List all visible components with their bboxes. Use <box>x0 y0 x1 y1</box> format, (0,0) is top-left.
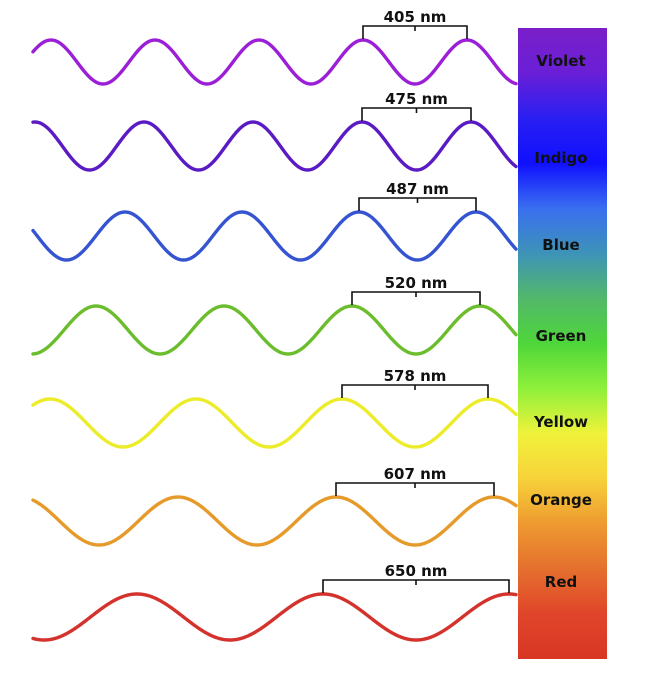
wavelength-bracket-indigo <box>361 107 472 121</box>
color-label-blue: Blue <box>542 236 579 254</box>
wavelength-label-orange: 607 nm <box>384 465 447 483</box>
waves-layer: 405 nm Violet 475 nm Indigo 487 nm Blue … <box>31 8 592 642</box>
color-label-green: Green <box>536 327 587 345</box>
wavelength-bracket-yellow <box>341 384 489 398</box>
wave-green <box>31 304 518 356</box>
wavelength-label-blue: 487 nm <box>386 180 449 198</box>
wavelength-bracket-blue <box>358 197 477 211</box>
spectrum-bar <box>518 28 607 659</box>
wavelength-label-red: 650 nm <box>385 562 448 580</box>
wave-row-yellow: 578 nm Yellow <box>31 367 588 449</box>
wave-row-orange: 607 nm Orange <box>31 465 592 547</box>
color-label-violet: Violet <box>536 52 585 70</box>
wavelength-bracket-violet <box>362 25 468 39</box>
wavelength-bracket-green <box>351 291 481 305</box>
wavelength-label-green: 520 nm <box>385 274 448 292</box>
color-label-indigo: Indigo <box>534 149 587 167</box>
wave-red <box>31 592 518 642</box>
color-label-red: Red <box>545 573 577 591</box>
wave-row-violet: 405 nm Violet <box>31 8 586 86</box>
wave-indigo <box>31 120 518 172</box>
wavelength-bracket-red <box>322 579 510 593</box>
color-label-yellow: Yellow <box>533 413 588 431</box>
wave-row-blue: 487 nm Blue <box>31 180 580 262</box>
wavelength-label-indigo: 475 nm <box>385 90 448 108</box>
wave-blue <box>31 210 518 262</box>
wave-orange <box>31 495 518 547</box>
wave-yellow <box>31 397 518 449</box>
wavelength-bracket-orange <box>335 482 495 496</box>
color-label-orange: Orange <box>530 491 592 509</box>
wavelength-label-violet: 405 nm <box>384 8 447 26</box>
wave-row-red: 650 nm Red <box>31 562 577 642</box>
wave-row-indigo: 475 nm Indigo <box>31 90 588 172</box>
wave-violet <box>31 38 518 86</box>
wave-row-green: 520 nm Green <box>31 274 587 356</box>
wavelength-label-yellow: 578 nm <box>384 367 447 385</box>
